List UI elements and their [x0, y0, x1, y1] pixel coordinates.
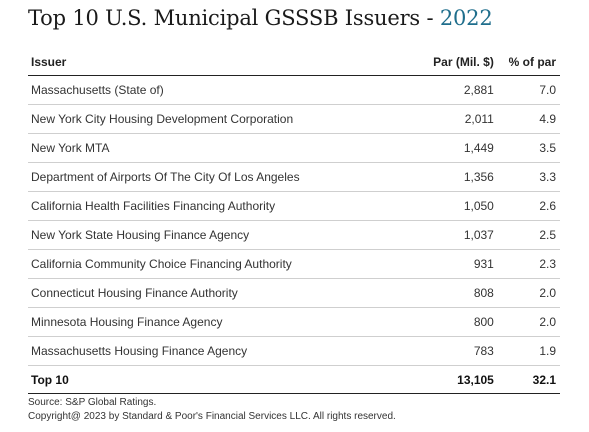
par-cell: 1,356	[412, 162, 498, 192]
table-row: Connecticut Housing Finance Authority 808…	[28, 278, 560, 308]
table-row: California Health Facilities Financing A…	[28, 191, 560, 221]
pct-cell: 4.9	[497, 104, 560, 134]
column-header-par: Par (Mil. $)	[412, 48, 498, 76]
issuer-cell: Massachusetts Housing Finance Agency	[28, 336, 413, 366]
copyright-note: Copyright@ 2023 by Standard & Poor's Fin…	[28, 411, 396, 422]
pct-cell: 3.5	[497, 133, 560, 163]
table-row: New York City Housing Development Corpor…	[28, 104, 560, 134]
footnotes: Source: S&P Global Ratings. Copyright@ 2…	[28, 396, 396, 424]
issuer-cell: California Health Facilities Financing A…	[28, 191, 413, 221]
pct-cell: 1.9	[497, 336, 560, 366]
par-cell: 1,050	[412, 191, 498, 221]
table-row: Department of Airports Of The City Of Lo…	[28, 162, 560, 192]
table-row: California Community Choice Financing Au…	[28, 249, 560, 279]
pct-cell: 2.3	[497, 249, 560, 279]
total-label: Top 10	[28, 365, 413, 394]
column-header-issuer: Issuer	[28, 48, 413, 76]
total-par: 13,105	[412, 365, 498, 394]
table-row: Minnesota Housing Finance Agency 800 2.0	[28, 307, 560, 337]
source-note: Source: S&P Global Ratings.	[28, 397, 157, 408]
table-row: New York MTA 1,449 3.5	[28, 133, 560, 163]
table-row: Massachusetts Housing Finance Agency 783 1…	[28, 336, 560, 366]
par-cell: 2,881	[412, 75, 498, 105]
par-cell: 1,037	[412, 220, 498, 250]
issuer-cell: Massachusetts (State of)	[28, 75, 413, 105]
table-row: Massachusetts (State of) 2,881 7.0	[28, 75, 560, 105]
column-header-pct: % of par	[497, 48, 560, 76]
title-year: 2022	[439, 6, 493, 30]
issuer-cell: Connecticut Housing Finance Authority	[28, 278, 413, 308]
pct-cell: 3.3	[497, 162, 560, 192]
pct-cell: 2.0	[497, 307, 560, 337]
par-cell: 808	[412, 278, 498, 308]
issuer-cell: New York State Housing Finance Agency	[28, 220, 413, 250]
title-main: Top 10 U.S. Municipal GSSSB Issuers	[28, 6, 420, 30]
pct-cell: 2.6	[497, 191, 560, 221]
pct-cell: 2.0	[497, 278, 560, 308]
total-pct: 32.1	[497, 365, 560, 394]
total-row: Top 10 13,105 32.1	[28, 365, 560, 394]
issuer-cell: New York City Housing Development Corpor…	[28, 104, 413, 134]
header-row: Issuer Par (Mil. $) % of par	[28, 48, 560, 76]
issuer-cell: California Community Choice Financing Au…	[28, 249, 413, 279]
pct-cell: 2.5	[497, 220, 560, 250]
par-cell: 783	[412, 336, 498, 366]
issuer-cell: Department of Airports Of The City Of Lo…	[28, 162, 413, 192]
par-cell: 2,011	[412, 104, 498, 134]
chart-title: Top 10 U.S. Municipal GSSSB Issuers - 20…	[28, 6, 493, 30]
issuers-table: Issuer Par (Mil. $) % of par Massachuset…	[28, 48, 560, 394]
table-body: Massachusetts (State of) 2,881 7.0 New York…	[28, 75, 560, 366]
pct-cell: 7.0	[497, 75, 560, 105]
title-separator: -	[420, 6, 440, 30]
issuer-cell: New York MTA	[28, 133, 413, 163]
par-cell: 931	[412, 249, 498, 279]
issuer-cell: Minnesota Housing Finance Agency	[28, 307, 413, 337]
par-cell: 1,449	[412, 133, 498, 163]
table-row: New York State Housing Finance Agency 1,0…	[28, 220, 560, 250]
par-cell: 800	[412, 307, 498, 337]
